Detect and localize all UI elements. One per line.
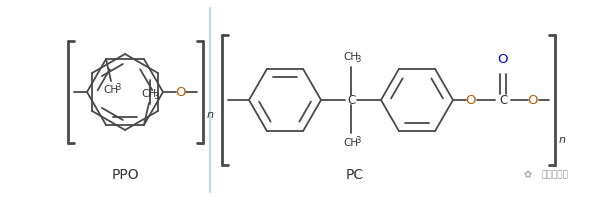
Text: 3: 3 (115, 83, 120, 92)
Text: O: O (498, 53, 508, 66)
Text: O: O (466, 94, 476, 106)
Text: 3: 3 (153, 92, 159, 101)
Text: CH: CH (344, 138, 359, 148)
Text: 结构攻城师: 结构攻城师 (541, 170, 569, 180)
Text: CH: CH (103, 85, 119, 95)
Text: PC: PC (346, 168, 364, 182)
Text: O: O (175, 86, 186, 98)
Text: CH: CH (344, 52, 359, 62)
Text: CH: CH (142, 89, 157, 99)
Text: PPO: PPO (111, 168, 139, 182)
Text: C: C (347, 94, 355, 106)
Text: ✿: ✿ (524, 170, 532, 180)
Text: n: n (559, 135, 566, 145)
Text: n: n (207, 110, 214, 120)
Text: 3: 3 (355, 136, 360, 145)
Text: 3: 3 (355, 55, 360, 64)
Text: O: O (528, 94, 538, 106)
Text: C: C (499, 94, 507, 106)
